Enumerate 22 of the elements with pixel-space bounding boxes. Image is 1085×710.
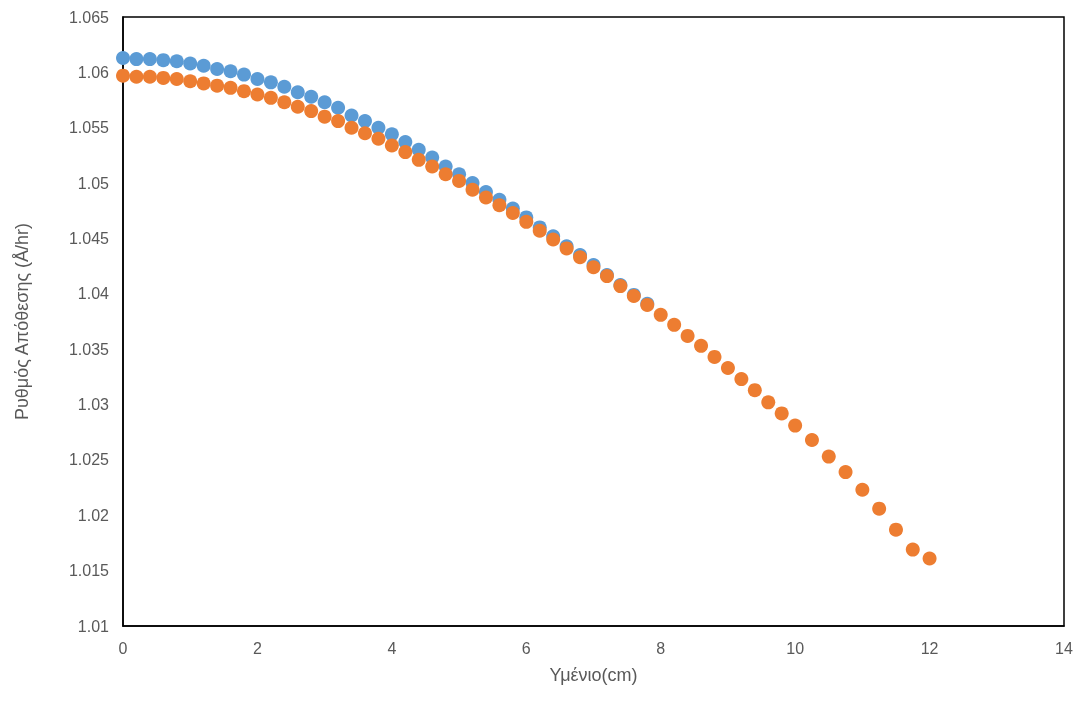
y-tick-label: 1.035	[68, 340, 110, 358]
y-tick-label: 1.01	[77, 617, 110, 635]
y-tick-label: 1.055	[68, 119, 110, 137]
x-tick-label: 14	[1055, 639, 1073, 657]
x-tick-label: 0	[118, 639, 128, 657]
x-tick-label: 2	[252, 639, 262, 657]
y-tick-label: 1.045	[68, 229, 110, 247]
y-tick-label: 1.025	[68, 451, 110, 469]
y-tick-label: 1.05	[77, 174, 110, 192]
y-tick-label: 1.04	[77, 285, 110, 303]
x-tick-label: 10	[786, 639, 805, 657]
x-axis-title: Υμένιο(cm)	[549, 665, 638, 685]
y-axis-title: Ρυθμός Απόθεσης (Å/hr)	[12, 222, 32, 421]
x-tick-label: 12	[920, 639, 939, 657]
y-tick-label: 1.03	[77, 396, 110, 414]
y-tick-label: 1.015	[68, 562, 110, 580]
y-tick-label: 1.065	[68, 8, 110, 26]
x-tick-label: 8	[656, 639, 666, 657]
y-tick-label: 1.06	[77, 63, 110, 81]
x-tick-label: 6	[521, 639, 531, 657]
x-tick-label: 4	[387, 639, 397, 657]
y-tick-label: 1.02	[77, 506, 110, 524]
